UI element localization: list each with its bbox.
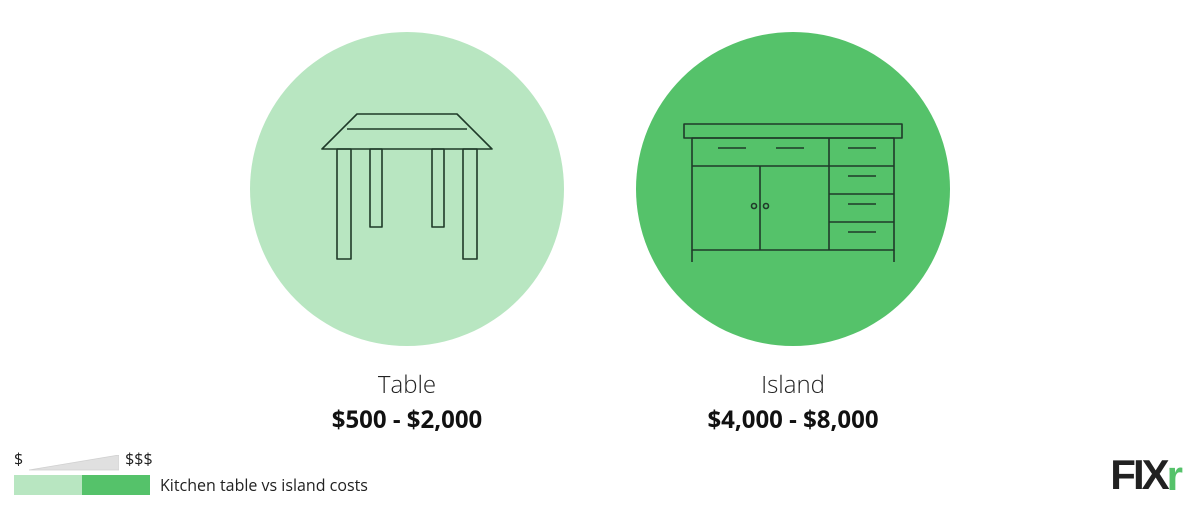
logo-dark: FIX <box>1110 451 1166 498</box>
swatch-low <box>14 475 82 495</box>
legend-scale: $ $$$ <box>14 448 368 470</box>
circle-island <box>636 32 950 346</box>
price-island: $4,000 - $8,000 <box>707 403 878 436</box>
item-table: Table $500 - $2,000 <box>250 32 564 436</box>
price-table: $500 - $2,000 <box>332 403 483 436</box>
comparison-row: Table $500 - $2,000 <box>0 0 1200 436</box>
legend-swatches <box>14 475 150 495</box>
island-icon <box>678 104 908 274</box>
legend-high: $$$ <box>125 448 152 470</box>
wedge-icon <box>29 454 119 470</box>
legend-caption: Kitchen table vs island costs <box>160 474 368 496</box>
label-island: Island <box>761 368 825 401</box>
logo-accent: r <box>1167 455 1180 497</box>
legend-caption-row: Kitchen table vs island costs <box>14 474 368 496</box>
fixr-logo: FIXr <box>1110 454 1180 496</box>
item-island: Island $4,000 - $8,000 <box>636 32 950 436</box>
label-table: Table <box>378 368 436 401</box>
legend-low: $ <box>14 448 23 470</box>
cost-legend: $ $$$ Kitchen table vs island costs <box>14 448 368 496</box>
table-icon <box>302 104 512 274</box>
circle-table <box>250 32 564 346</box>
swatch-high <box>82 475 150 495</box>
